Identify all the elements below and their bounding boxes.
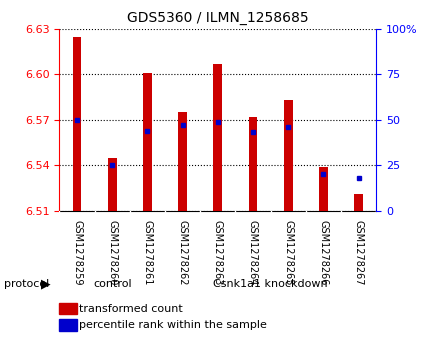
Text: percentile rank within the sample: percentile rank within the sample	[79, 320, 267, 330]
Bar	[213, 64, 222, 211]
Text: GSM1278264: GSM1278264	[248, 220, 258, 285]
Bar	[59, 303, 77, 314]
Text: ▶: ▶	[41, 278, 51, 290]
Text: GSM1278266: GSM1278266	[319, 220, 328, 285]
Bar	[73, 37, 81, 211]
Text: GSM1278265: GSM1278265	[283, 220, 293, 285]
Bar	[284, 100, 293, 211]
Text: transformed count: transformed count	[79, 303, 183, 314]
Text: GSM1278263: GSM1278263	[213, 220, 223, 285]
Text: control: control	[93, 279, 132, 289]
Bar	[319, 167, 328, 211]
Bar	[108, 158, 117, 211]
Bar	[249, 117, 257, 211]
Bar	[143, 73, 152, 211]
Title: GDS5360 / ILMN_1258685: GDS5360 / ILMN_1258685	[127, 11, 308, 25]
Text: protocol: protocol	[4, 279, 50, 289]
Text: GSM1278262: GSM1278262	[178, 220, 187, 285]
Text: Csnk1a1 knockdown: Csnk1a1 knockdown	[213, 279, 328, 289]
Text: GSM1278267: GSM1278267	[354, 220, 363, 285]
Text: GSM1278261: GSM1278261	[143, 220, 152, 285]
Bar	[59, 319, 77, 330]
Bar	[354, 194, 363, 211]
Text: GSM1278259: GSM1278259	[72, 220, 82, 285]
Text: GSM1278260: GSM1278260	[107, 220, 117, 285]
Bar	[178, 112, 187, 211]
